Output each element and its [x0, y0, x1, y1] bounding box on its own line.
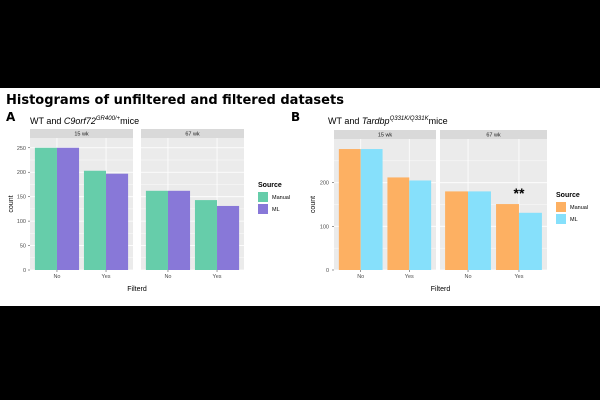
y-axis-label: count: [8, 195, 15, 212]
x-axis-label: Filterd: [431, 286, 451, 293]
y-tick-label: 0: [23, 268, 26, 274]
y-tick-label: 250: [17, 146, 26, 152]
bar-ml-67wk-no: [468, 191, 491, 270]
x-tick-label: No: [53, 274, 60, 280]
y-tick-label: 100: [17, 219, 26, 225]
x-tick-label: No: [465, 274, 472, 280]
x-tick-label: Yes: [102, 274, 111, 280]
y-tick-label: 200: [17, 170, 26, 176]
facet-strip: [334, 130, 436, 139]
y-axis-label: count: [310, 196, 317, 213]
figure-stage: Histograms of unfiltered and filtered da…: [0, 88, 600, 306]
chart-panel-a: A WT and C9orf72GR400/+mice 15 wk No Yes 67 w…: [6, 110, 290, 293]
bar-manual-67wk-yes: [194, 200, 218, 270]
legend-title: Source: [556, 192, 580, 199]
figure-canvas: Histograms of unfiltered and filtered da…: [6, 93, 588, 293]
title-prefix: WT and: [328, 116, 362, 126]
facet-strip: [141, 129, 244, 138]
x-tick-label: No: [164, 274, 171, 280]
y-tick-label: 100: [320, 224, 329, 230]
title-suffix: mice: [120, 116, 139, 126]
bar-ml-67wk-yes: [217, 205, 240, 270]
title-prefix: WT and: [30, 116, 64, 126]
y-tick-label: 150: [17, 195, 26, 201]
legend-label-manual: Manual: [272, 195, 290, 201]
x-tick-label: Yes: [213, 274, 222, 280]
title-superscript: Q331K/Q331K: [390, 116, 430, 122]
bar-manual-15wk-no: [338, 149, 361, 270]
facet-strip: [440, 130, 547, 139]
bar-manual-67wk-no: [445, 191, 469, 270]
bar-ml-15wk-yes: [106, 173, 129, 270]
facet-strip: [30, 129, 133, 138]
chart-panel-b: B WT and TardbpQ331K/Q331Kmice 15 wk No Yes 6…: [291, 110, 588, 293]
facet-label: 67 wk: [486, 133, 501, 139]
title-gene: C9orf72: [64, 116, 96, 126]
panel-label: A: [6, 110, 16, 124]
bar-manual-67wk-yes: [496, 204, 519, 270]
chart-title: WT and C9orf72GR400/+mice: [30, 116, 139, 126]
title-gene: Tardbp: [362, 116, 390, 126]
legend-label-ml: ML: [570, 217, 578, 223]
bar-manual-15wk-yes: [83, 170, 107, 270]
bar-manual-15wk-yes: [387, 177, 410, 270]
y-tick-label: 200: [320, 181, 329, 187]
legend-title: Source: [258, 182, 282, 189]
legend-label-ml: ML: [272, 207, 280, 213]
bar-ml-67wk-no: [167, 190, 191, 270]
figure-title: Histograms of unfiltered and filtered da…: [6, 93, 344, 108]
legend-swatch-ml: [556, 214, 566, 224]
bar-manual-67wk-no: [145, 190, 168, 270]
bar-ml-15wk-no: [56, 147, 80, 270]
bar-ml-15wk-yes: [409, 180, 432, 270]
chart-title: WT and TardbpQ331K/Q331Kmice: [328, 116, 448, 126]
x-tick-label: No: [357, 274, 364, 280]
title-superscript: GR400/+: [96, 116, 121, 122]
panel-label: B: [291, 110, 300, 124]
title-suffix: mice: [429, 116, 448, 126]
bar-ml-15wk-no: [360, 149, 383, 270]
y-tick-label: 50: [20, 244, 26, 250]
bar-manual-15wk-no: [34, 147, 57, 270]
legend-swatch-manual: [556, 202, 566, 212]
facet-label: 15 wk: [74, 132, 89, 138]
significance-annotation: **: [514, 185, 525, 201]
legend-swatch-manual: [258, 192, 268, 202]
x-axis-label: Filterd: [127, 286, 147, 293]
facet-label: 15 wk: [378, 133, 393, 139]
legend-label-manual: Manual: [570, 205, 588, 211]
facet-label: 67 wk: [185, 132, 200, 138]
x-tick-label: Yes: [405, 274, 414, 280]
x-tick-label: Yes: [514, 274, 523, 280]
y-tick-label: 0: [326, 268, 329, 274]
bar-ml-67wk-yes: [518, 212, 542, 270]
legend-swatch-ml: [258, 204, 268, 214]
